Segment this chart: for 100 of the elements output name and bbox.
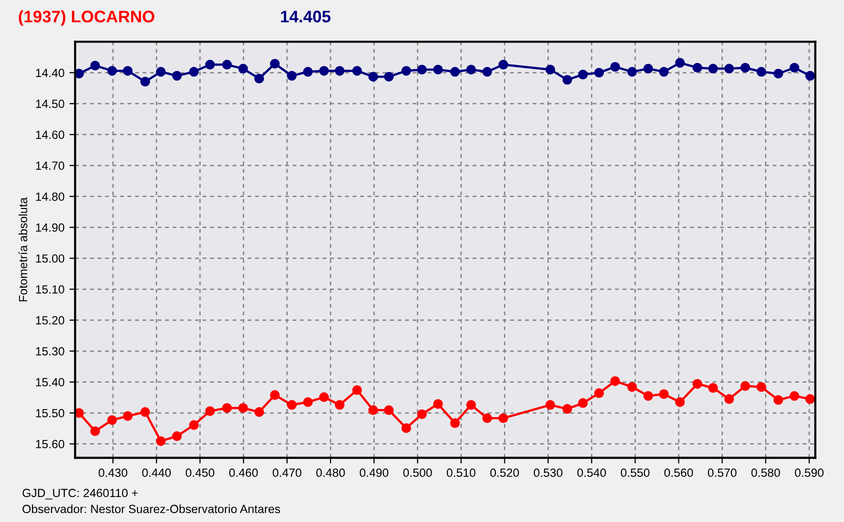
point	[368, 72, 378, 82]
point	[594, 68, 604, 78]
point	[303, 397, 313, 407]
point	[90, 426, 100, 436]
x-tick-label: 0.450	[186, 468, 214, 477]
point	[740, 62, 750, 73]
y-tick-label: 14.80	[36, 192, 64, 201]
point	[189, 66, 199, 77]
point	[805, 394, 815, 404]
point	[334, 66, 345, 76]
point	[222, 403, 232, 413]
point	[740, 381, 750, 391]
x-tick-label: 0.480	[316, 468, 345, 477]
point	[594, 388, 604, 398]
point	[75, 408, 84, 418]
point	[319, 66, 329, 76]
x-tick-label: 0.590	[794, 468, 824, 477]
point	[643, 64, 654, 74]
point	[627, 66, 637, 77]
y-tick-label: 15.40	[36, 378, 64, 386]
x-tick-label: 0.440	[142, 468, 171, 477]
point	[610, 376, 620, 386]
point	[578, 70, 588, 80]
chart-title: (1937) LOCARNO	[18, 10, 154, 26]
point	[790, 62, 800, 73]
point	[708, 383, 718, 393]
x-tick-label: 0.500	[403, 468, 432, 477]
point	[352, 385, 362, 395]
x-tick-label: 0.570	[708, 468, 736, 477]
point	[675, 58, 685, 68]
point	[545, 400, 556, 410]
point	[627, 382, 637, 392]
point	[303, 66, 313, 77]
point	[222, 60, 232, 70]
point	[156, 436, 166, 446]
point	[286, 70, 297, 81]
point	[384, 72, 394, 82]
y-tick-label: 14.70	[36, 162, 64, 170]
point	[482, 413, 492, 424]
x-tick-label: 0.470	[272, 468, 302, 477]
point	[107, 415, 117, 425]
text: Observador: Nestor Suarez-Observatorio Antares	[22, 504, 280, 514]
point	[368, 405, 378, 416]
point	[286, 400, 297, 410]
text: GJD_UTC: 2460110 +	[22, 488, 138, 500]
y-tick-label: 15.60	[36, 440, 64, 448]
x-tick-label: 0.550	[620, 468, 650, 477]
point	[545, 64, 556, 74]
point	[156, 66, 166, 77]
point	[270, 390, 280, 400]
point	[417, 64, 427, 74]
x-tick-label: 0.490	[360, 468, 388, 477]
x-tick-label: 0.510	[446, 468, 476, 477]
x-tick-label: 0.560	[664, 468, 693, 477]
point	[254, 407, 264, 417]
point	[643, 391, 654, 401]
point	[270, 58, 280, 69]
point	[352, 66, 362, 76]
point	[790, 391, 800, 401]
point	[450, 418, 460, 428]
x-tick-label: 0.520	[490, 468, 519, 477]
point	[238, 64, 248, 74]
point	[610, 62, 620, 72]
point	[708, 64, 718, 74]
point	[205, 60, 215, 70]
point	[724, 394, 734, 404]
point	[692, 62, 702, 73]
point	[675, 397, 685, 407]
point	[562, 404, 572, 414]
point	[450, 66, 460, 77]
point	[90, 60, 100, 70]
point	[773, 395, 784, 405]
point	[140, 76, 150, 87]
text: 14.405	[281, 10, 331, 22]
point	[401, 66, 412, 76]
point	[805, 70, 815, 81]
point	[773, 68, 784, 78]
point	[578, 398, 588, 408]
x-tick-label: 0.430	[98, 468, 128, 477]
point	[482, 66, 492, 77]
point	[122, 66, 133, 76]
point	[756, 382, 766, 392]
point	[466, 400, 476, 410]
point	[140, 407, 150, 417]
point	[172, 70, 182, 81]
point	[401, 423, 412, 433]
point	[384, 405, 394, 416]
y-tick-label: 14.50	[36, 100, 64, 108]
point	[205, 406, 215, 416]
point	[433, 399, 443, 409]
y-tick-label: 15.10	[36, 285, 64, 294]
point	[659, 389, 669, 399]
y-tick-label: 14.60	[36, 130, 64, 139]
point	[692, 379, 702, 389]
point	[107, 66, 117, 76]
point	[433, 64, 443, 74]
point	[724, 64, 734, 74]
y-tick-label: 15.50	[36, 408, 64, 418]
point	[498, 60, 508, 70]
point	[238, 403, 248, 413]
